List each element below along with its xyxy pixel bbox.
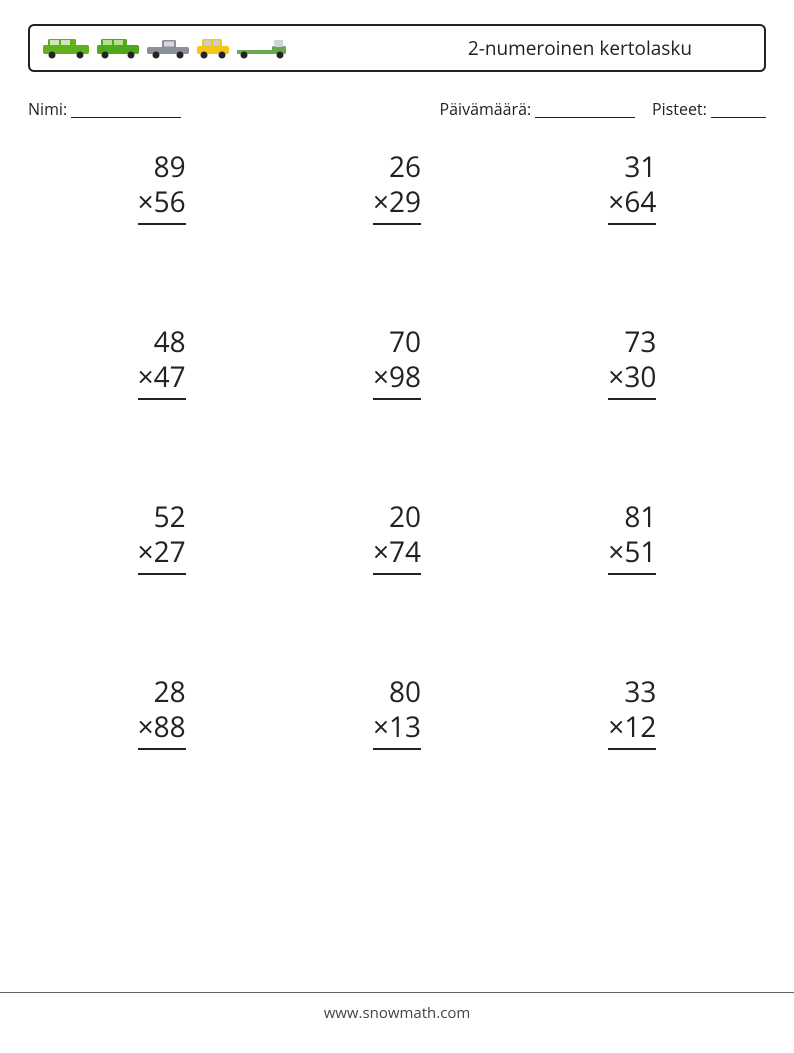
multiplier: 47 [154,358,186,396]
multiplier-row: ×47 [138,360,186,400]
multiplier: 88 [154,708,186,746]
operator: × [373,533,389,571]
operator: × [608,533,624,571]
score-blank[interactable] [711,101,766,118]
operator: × [373,358,389,396]
multiplier-row: ×13 [373,710,421,750]
problem-inner: 73×30 [608,325,656,400]
operator: × [608,183,624,221]
problem-inner: 48×47 [138,325,186,400]
date-blank[interactable] [535,101,635,118]
problem: 26×29 [299,150,494,225]
multiplier-row: ×74 [373,535,421,575]
header-box: 2-numeroinen kertolasku [28,24,766,72]
multiplier-row: ×56 [138,185,186,225]
problem-inner: 31×64 [608,150,656,225]
multiplier: 74 [389,533,421,571]
multiplier: 12 [624,708,656,746]
problem: 81×51 [535,500,730,575]
car-icon [236,37,288,59]
multiplier-row: ×12 [608,710,656,750]
problem-inner: 70×98 [373,325,421,400]
multiplier-row: ×30 [608,360,656,400]
problem-inner: 80×13 [373,675,421,750]
multiplicand: 33 [608,675,656,710]
problem-inner: 33×12 [608,675,656,750]
multiplier-row: ×88 [138,710,186,750]
operator: × [608,358,624,396]
car-icon [96,37,140,59]
meta-row: Nimi: Päivämäärä: Pisteet: [28,98,766,120]
multiplicand: 28 [138,675,186,710]
multiplicand: 73 [608,325,656,360]
multiplier-row: ×98 [373,360,421,400]
multiplicand: 70 [373,325,421,360]
operator: × [138,533,154,571]
problem-inner: 28×88 [138,675,186,750]
problems-grid: 89×5626×2931×6448×4770×9873×3052×2720×74… [28,150,766,750]
multiplier: 13 [389,708,421,746]
problem-inner: 26×29 [373,150,421,225]
footer: www.snowmath.com [0,992,794,1023]
multiplicand: 26 [373,150,421,185]
problem-inner: 52×27 [138,500,186,575]
name-blank[interactable] [71,101,181,118]
multiplier-row: ×29 [373,185,421,225]
operator: × [138,183,154,221]
multiplicand: 89 [138,150,186,185]
problem: 31×64 [535,150,730,225]
date-label: Päivämäärä: [440,98,532,120]
multiplicand: 81 [608,500,656,535]
problem: 73×30 [535,325,730,400]
multiplier-row: ×27 [138,535,186,575]
cars-row [42,37,288,59]
problem: 33×12 [535,675,730,750]
multiplicand: 31 [608,150,656,185]
problem: 80×13 [299,675,494,750]
problem: 20×74 [299,500,494,575]
multiplier: 27 [154,533,186,571]
operator: × [138,358,154,396]
problem: 28×88 [64,675,259,750]
multiplier: 98 [389,358,421,396]
multiplier: 64 [624,183,656,221]
score-label: Pisteet: [652,98,707,120]
problem: 52×27 [64,500,259,575]
problem: 48×47 [64,325,259,400]
problem-inner: 81×51 [608,500,656,575]
operator: × [373,708,389,746]
multiplicand: 48 [138,325,186,360]
operator: × [373,183,389,221]
problem-inner: 89×56 [138,150,186,225]
multiplier-row: ×51 [608,535,656,575]
footer-text: www.snowmath.com [0,993,794,1023]
multiplicand: 52 [138,500,186,535]
problem-inner: 20×74 [373,500,421,575]
multiplicand: 20 [373,500,421,535]
multiplicand: 80 [373,675,421,710]
worksheet-title: 2-numeroinen kertolasku [468,35,752,61]
car-icon [146,37,190,59]
multiplier-row: ×64 [608,185,656,225]
multiplier: 30 [624,358,656,396]
car-icon [196,37,230,59]
problem: 70×98 [299,325,494,400]
multiplier: 29 [389,183,421,221]
problem: 89×56 [64,150,259,225]
multiplier: 56 [154,183,186,221]
operator: × [608,708,624,746]
car-icon [42,37,90,59]
name-label: Nimi: [28,98,67,120]
multiplier: 51 [624,533,656,571]
operator: × [138,708,154,746]
